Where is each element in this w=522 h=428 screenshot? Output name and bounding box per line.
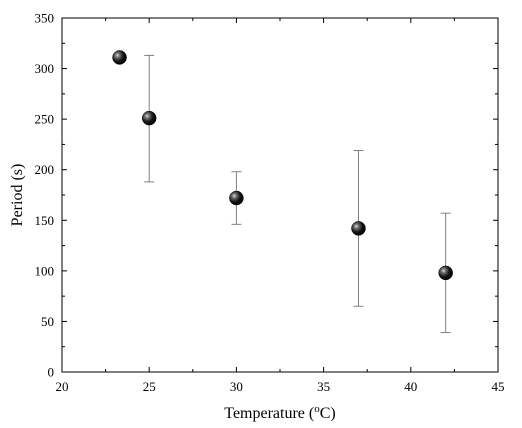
x-tick-label: 20 <box>56 379 69 394</box>
axis-ticks <box>61 17 499 373</box>
error-bars <box>144 54 451 334</box>
y-tick-label: 250 <box>35 112 55 127</box>
y-tick-label: 50 <box>41 314 54 329</box>
data-point <box>141 110 157 126</box>
y-tick-label: 0 <box>48 365 55 380</box>
y-tick-label: 100 <box>35 263 55 278</box>
tick-labels: 20 25 30 35 40 45 0 50 100 150 200 250 300 350 <box>35 11 505 395</box>
x-tick-label: 45 <box>492 379 505 394</box>
data-points <box>112 50 453 281</box>
x-tick-label: 25 <box>143 379 156 394</box>
y-tick-label: 350 <box>35 11 55 26</box>
data-point <box>112 50 127 65</box>
x-tick-label: 40 <box>404 379 417 394</box>
plot-frame <box>61 17 499 373</box>
data-point <box>229 190 244 206</box>
y-tick-label: 150 <box>35 213 55 228</box>
y-tick-label: 200 <box>35 162 55 177</box>
data-point <box>438 265 453 281</box>
x-tick-label: 30 <box>230 379 243 394</box>
x-axis-label: Temperature (oC) <box>224 403 335 422</box>
x-tick-label: 35 <box>317 379 330 394</box>
data-point <box>351 221 366 236</box>
y-tick-label: 300 <box>35 61 55 76</box>
y-axis-label: Period (s) <box>9 164 26 227</box>
